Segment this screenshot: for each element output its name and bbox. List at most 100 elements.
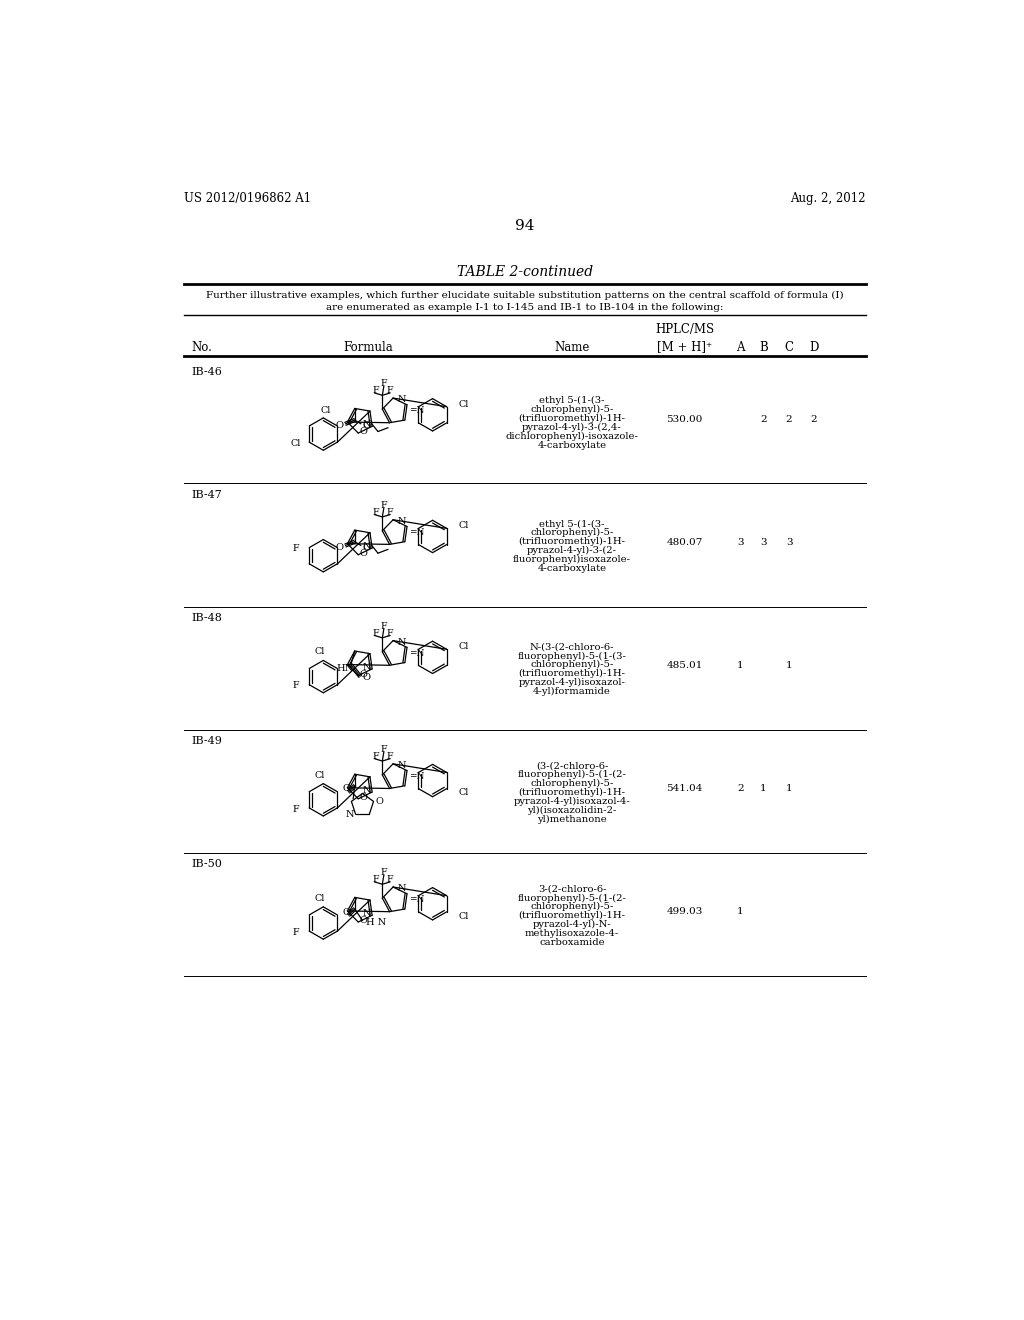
Text: pyrazol-4-yl)-N-: pyrazol-4-yl)-N- (532, 920, 611, 929)
Text: O: O (362, 673, 371, 682)
Text: F: F (373, 387, 380, 395)
Text: Cl: Cl (314, 894, 325, 903)
Text: 485.01: 485.01 (667, 661, 702, 671)
Text: F: F (373, 875, 380, 884)
Text: F: F (292, 681, 299, 690)
Text: =N: =N (409, 407, 424, 416)
Text: chlorophenyl)-5-: chlorophenyl)-5- (530, 903, 613, 911)
Text: O: O (362, 421, 371, 430)
Text: chlorophenyl)-5-: chlorophenyl)-5- (530, 528, 613, 537)
Text: 3: 3 (737, 537, 743, 546)
Text: pyrazol-4-yl)isoxazol-: pyrazol-4-yl)isoxazol- (518, 678, 626, 688)
Text: carboxamide: carboxamide (540, 937, 605, 946)
Text: pyrazol-4-yl)-3-(2,4-: pyrazol-4-yl)-3-(2,4- (522, 422, 622, 432)
Text: H N: H N (366, 917, 386, 927)
Text: F: F (387, 508, 393, 517)
Text: Name: Name (554, 341, 590, 354)
Text: N: N (345, 810, 353, 818)
Text: 3: 3 (760, 537, 767, 546)
Text: F: F (373, 628, 380, 638)
Text: 4-carboxylate: 4-carboxylate (538, 564, 606, 573)
Text: 1: 1 (785, 661, 793, 671)
Text: US 2012/0196862 A1: US 2012/0196862 A1 (183, 191, 311, 205)
Text: F: F (381, 869, 387, 878)
Text: fluorophenyl)-5-(1-(3-: fluorophenyl)-5-(1-(3- (518, 652, 627, 660)
Text: Cl: Cl (458, 400, 469, 408)
Text: 4-yl)formamide: 4-yl)formamide (534, 686, 611, 696)
Text: N: N (362, 909, 371, 919)
Text: ethyl 5-(1-(3-: ethyl 5-(1-(3- (540, 519, 605, 528)
Text: Cl: Cl (321, 405, 331, 414)
Text: IB-46: IB-46 (191, 367, 222, 376)
Text: yl)(isoxazolidin-2-: yl)(isoxazolidin-2- (527, 805, 616, 814)
Text: ethyl 5-(1-(3-: ethyl 5-(1-(3- (540, 396, 605, 405)
Text: (trifluoromethyl)-1H-: (trifluoromethyl)-1H- (518, 669, 626, 678)
Text: O: O (343, 784, 351, 793)
Text: N: N (362, 663, 371, 672)
Text: N: N (397, 516, 407, 525)
Text: F: F (387, 875, 393, 884)
Text: F: F (373, 752, 380, 760)
Text: (trifluoromethyl)-1H-: (trifluoromethyl)-1H- (518, 788, 626, 797)
Text: C: C (784, 341, 794, 354)
Text: A: A (736, 341, 744, 354)
Text: 541.04: 541.04 (667, 784, 702, 793)
Text: [M + H]⁺: [M + H]⁺ (656, 341, 712, 354)
Text: F: F (381, 744, 387, 754)
Text: 4-carboxylate: 4-carboxylate (538, 441, 606, 450)
Text: O: O (362, 543, 371, 552)
Text: pyrazol-4-yl)-3-(2-: pyrazol-4-yl)-3-(2- (527, 546, 617, 556)
Text: 2: 2 (785, 414, 793, 424)
Text: chlorophenyl)-5-: chlorophenyl)-5- (530, 779, 613, 788)
Text: Cl: Cl (458, 912, 469, 920)
Text: pyrazol-4-yl)isoxazol-4-: pyrazol-4-yl)isoxazol-4- (514, 797, 631, 807)
Text: N: N (397, 638, 407, 647)
Text: 2: 2 (737, 784, 743, 793)
Text: N-(3-(2-chloro-6-: N-(3-(2-chloro-6- (529, 643, 614, 652)
Text: N: N (362, 420, 371, 429)
Text: (trifluoromethyl)-1H-: (trifluoromethyl)-1H- (518, 537, 626, 546)
Text: IB-47: IB-47 (191, 490, 222, 500)
Text: IB-48: IB-48 (191, 612, 222, 623)
Text: (trifluoromethyl)-1H-: (trifluoromethyl)-1H- (518, 414, 626, 422)
Text: TABLE 2-continued: TABLE 2-continued (457, 265, 593, 280)
Text: 1: 1 (737, 907, 743, 916)
Text: 94: 94 (515, 219, 535, 234)
Text: Cl: Cl (458, 642, 469, 651)
Text: IB-49: IB-49 (191, 737, 222, 746)
Text: Cl: Cl (291, 438, 301, 447)
Text: dichlorophenyl)-isoxazole-: dichlorophenyl)-isoxazole- (506, 432, 639, 441)
Text: Cl: Cl (314, 771, 325, 780)
Text: 2: 2 (811, 414, 817, 424)
Text: 499.03: 499.03 (667, 907, 702, 916)
Text: 3: 3 (785, 537, 793, 546)
Text: yl)methanone: yl)methanone (538, 814, 607, 824)
Text: D: D (809, 341, 818, 354)
Text: HPLC/MS: HPLC/MS (655, 323, 714, 335)
Text: N: N (362, 543, 371, 550)
Text: F: F (387, 628, 393, 638)
Text: IB-50: IB-50 (191, 859, 222, 870)
Text: F: F (387, 387, 393, 395)
Text: F: F (381, 379, 387, 388)
Text: F: F (381, 500, 387, 510)
Text: fluorophenyl)-5-(1-(2-: fluorophenyl)-5-(1-(2- (518, 771, 627, 779)
Text: 1: 1 (785, 784, 793, 793)
Text: (trifluoromethyl)-1H-: (trifluoromethyl)-1H- (518, 911, 626, 920)
Text: methylisoxazole-4-: methylisoxazole-4- (525, 929, 620, 939)
Text: Cl: Cl (458, 788, 469, 797)
Text: F: F (292, 928, 299, 937)
Text: N: N (397, 884, 407, 894)
Text: N: N (397, 395, 407, 404)
Text: No.: No. (191, 341, 212, 354)
Text: F: F (381, 622, 387, 631)
Text: =N: =N (409, 649, 424, 659)
Text: chlorophenyl)-5-: chlorophenyl)-5- (530, 660, 613, 669)
Text: F: F (373, 508, 380, 517)
Text: B: B (759, 341, 768, 354)
Text: chlorophenyl)-5-: chlorophenyl)-5- (530, 405, 613, 414)
Text: F: F (387, 752, 393, 760)
Text: 1: 1 (760, 784, 767, 793)
Text: Cl: Cl (314, 648, 325, 656)
Text: =N: =N (409, 895, 424, 904)
